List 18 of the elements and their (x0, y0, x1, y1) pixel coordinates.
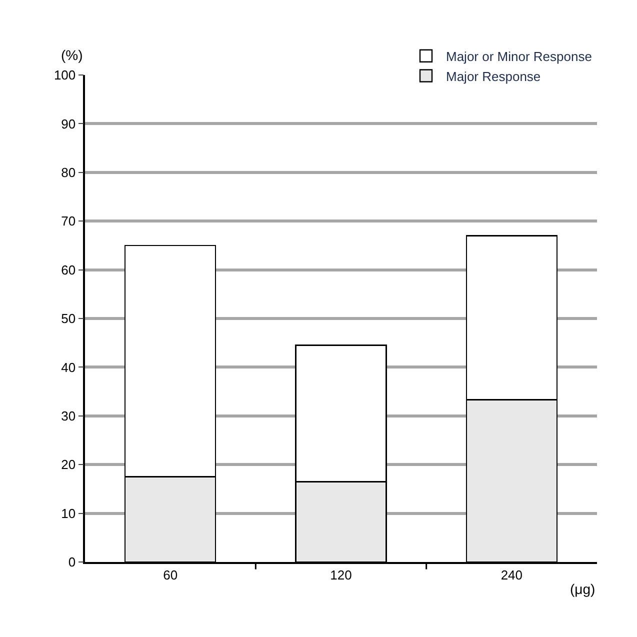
legend-label: Major or Minor Response (446, 48, 592, 64)
y-tick-label: 0 (68, 554, 76, 570)
x-axis-title: (μg) (570, 581, 596, 597)
legend-label: Major Response (446, 68, 541, 84)
y-tick-label: 40 (61, 360, 76, 375)
y-tick-label: 90 (61, 116, 76, 132)
y-tick-label: 60 (61, 262, 76, 278)
y-tick-label: 100 (54, 68, 76, 83)
x-tick-label: 240 (500, 567, 523, 582)
y-tick-label: 70 (61, 214, 76, 229)
x-tick-label: 120 (330, 567, 352, 582)
x-tick-label: 60 (163, 567, 178, 582)
y-tick-label: 50 (61, 311, 76, 326)
y-tick-label: 80 (61, 164, 76, 180)
y-tick-label: 20 (61, 457, 76, 472)
y-tick-label: 10 (61, 506, 76, 521)
y-axis-title: (%) (61, 47, 83, 63)
y-tick-label: 30 (61, 408, 76, 424)
